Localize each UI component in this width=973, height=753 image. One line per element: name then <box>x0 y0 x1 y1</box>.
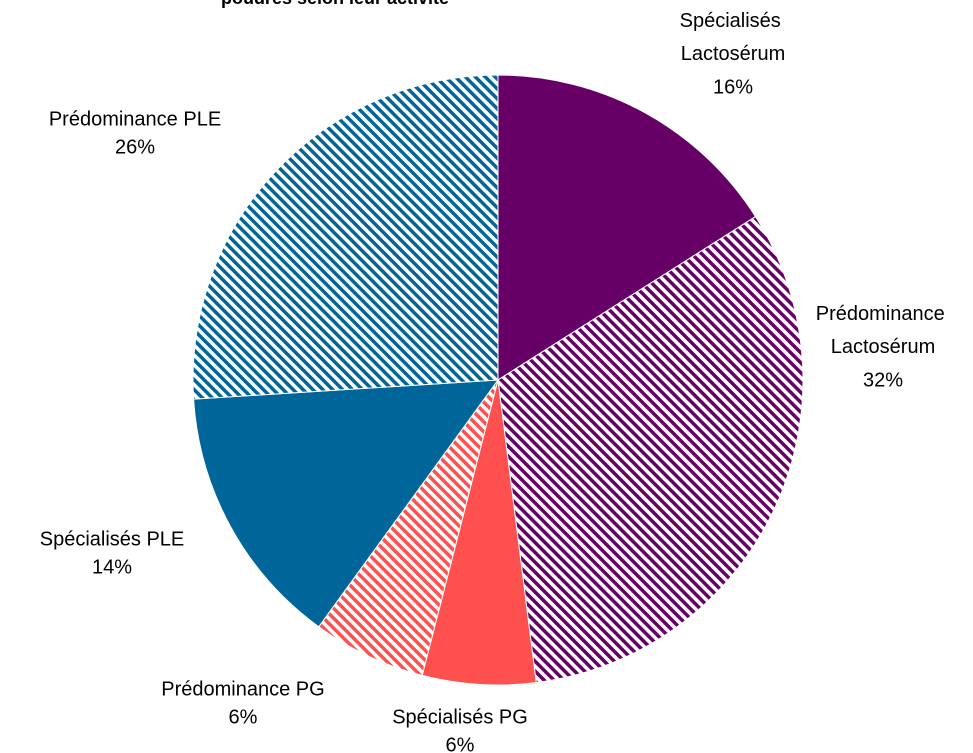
slice-label: Spécialisés PG <box>392 706 528 728</box>
pie-slice <box>193 379 500 628</box>
slice-label: Spécialisés Lactosérum <box>680 10 787 65</box>
value-label: 16% <box>713 76 753 98</box>
slice-label: Spécialisés PLE <box>40 528 185 550</box>
value-label: 14% <box>92 556 132 578</box>
value-label: 6% <box>446 734 475 753</box>
slice-label: Prédominance PG <box>161 678 324 700</box>
slice-label: Prédominance PLE <box>49 108 221 130</box>
value-label: 32% <box>863 369 903 391</box>
pie-slice <box>192 74 499 400</box>
value-label: 6% <box>229 706 258 728</box>
chart-title: poudres selon leur activité <box>221 0 449 8</box>
pie-slice <box>497 215 804 684</box>
value-label: 26% <box>115 136 155 158</box>
slice-label: Prédominance Lactosérum <box>816 303 951 358</box>
pie-slice <box>497 74 757 381</box>
